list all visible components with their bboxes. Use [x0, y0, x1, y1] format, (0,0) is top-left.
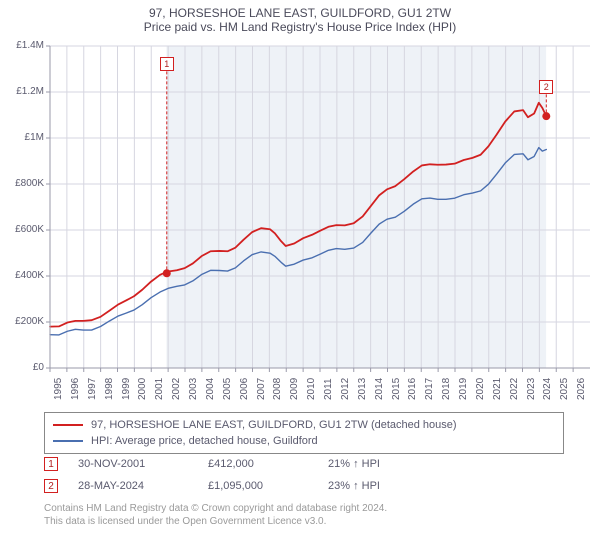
transaction-marker-1: 1: [44, 457, 58, 471]
y-tick-label: £400K: [6, 270, 44, 281]
x-tick-label: 1996: [70, 378, 81, 400]
legend-label-property: 97, HORSESHOE LANE EAST, GUILDFORD, GU1 …: [91, 419, 457, 431]
chart-container: 97, HORSESHOE LANE EAST, GUILDFORD, GU1 …: [0, 0, 600, 560]
x-tick-label: 2013: [357, 378, 368, 400]
x-tick-label: 1999: [121, 378, 132, 400]
y-tick-label: £800K: [6, 178, 44, 189]
x-tick-label: 2016: [407, 378, 418, 400]
legend-swatch-hpi: [53, 440, 83, 442]
transaction-price-2: £1,095,000: [208, 480, 308, 492]
x-tick-label: 2003: [188, 378, 199, 400]
x-tick-label: 2012: [340, 378, 351, 400]
y-tick-label: £1.2M: [6, 86, 44, 97]
x-tick-label: 2001: [154, 378, 165, 400]
x-tick-label: 2020: [475, 378, 486, 400]
x-tick-label: 2017: [424, 378, 435, 400]
transaction-pct-1: 21% ↑ HPI: [328, 458, 438, 470]
legend-row-hpi: HPI: Average price, detached house, Guil…: [53, 433, 555, 449]
x-tick-label: 2004: [205, 378, 216, 400]
plot-transaction-marker: 2: [539, 80, 553, 94]
title-address: 97, HORSESHOE LANE EAST, GUILDFORD, GU1 …: [0, 6, 600, 20]
x-tick-label: 2015: [391, 378, 402, 400]
x-tick-label: 2019: [458, 378, 469, 400]
transaction-date-1: 30-NOV-2001: [78, 458, 188, 470]
x-tick-label: 2011: [323, 378, 334, 400]
y-tick-label: £600K: [6, 224, 44, 235]
x-tick-label: 2009: [289, 378, 300, 400]
x-tick-label: 2023: [526, 378, 537, 400]
legend-row-property: 97, HORSESHOE LANE EAST, GUILDFORD, GU1 …: [53, 417, 555, 433]
title-subtitle: Price paid vs. HM Land Registry's House …: [0, 20, 600, 34]
transaction-row-1: 1 30-NOV-2001 £412,000 21% ↑ HPI: [44, 454, 564, 474]
transaction-row-2: 2 28-MAY-2024 £1,095,000 23% ↑ HPI: [44, 476, 564, 496]
x-tick-label: 2010: [306, 378, 317, 400]
y-tick-label: £200K: [6, 316, 44, 327]
x-tick-label: 2008: [272, 378, 283, 400]
x-tick-label: 1998: [104, 378, 115, 400]
plot-transaction-marker: 1: [160, 57, 174, 71]
footer: Contains HM Land Registry data © Crown c…: [44, 502, 564, 528]
x-tick-label: 2007: [256, 378, 267, 400]
x-tick-label: 1997: [87, 378, 98, 400]
x-tick-label: 2022: [509, 378, 520, 400]
title-block: 97, HORSESHOE LANE EAST, GUILDFORD, GU1 …: [0, 0, 600, 34]
legend-label-hpi: HPI: Average price, detached house, Guil…: [91, 435, 318, 447]
transaction-marker-2: 2: [44, 479, 58, 493]
x-tick-label: 2026: [576, 378, 587, 400]
y-tick-label: £0: [6, 362, 44, 373]
chart-svg: [6, 42, 594, 404]
legend: 97, HORSESHOE LANE EAST, GUILDFORD, GU1 …: [44, 412, 564, 454]
x-tick-label: 1995: [53, 378, 64, 400]
y-tick-label: £1.4M: [6, 40, 44, 51]
x-tick-label: 2014: [374, 378, 385, 400]
x-tick-label: 2024: [542, 378, 553, 400]
x-tick-label: 2005: [222, 378, 233, 400]
x-tick-label: 2021: [492, 378, 503, 400]
y-tick-label: £1M: [6, 132, 44, 143]
footer-line-2: This data is licensed under the Open Gov…: [44, 515, 564, 528]
transaction-price-1: £412,000: [208, 458, 308, 470]
x-tick-label: 2000: [137, 378, 148, 400]
x-tick-label: 2006: [239, 378, 250, 400]
chart-area: £0 £200K £400K £600K £800K £1M £1.2M £1.4M 1995…: [6, 42, 594, 404]
transactions-block: 1 30-NOV-2001 £412,000 21% ↑ HPI 2 28-MA…: [44, 454, 564, 498]
x-tick-label: 2025: [559, 378, 570, 400]
x-tick-label: 2002: [171, 378, 182, 400]
transaction-date-2: 28-MAY-2024: [78, 480, 188, 492]
legend-swatch-property: [53, 424, 83, 426]
transaction-pct-2: 23% ↑ HPI: [328, 480, 438, 492]
x-tick-label: 2018: [441, 378, 452, 400]
footer-line-1: Contains HM Land Registry data © Crown c…: [44, 502, 564, 515]
